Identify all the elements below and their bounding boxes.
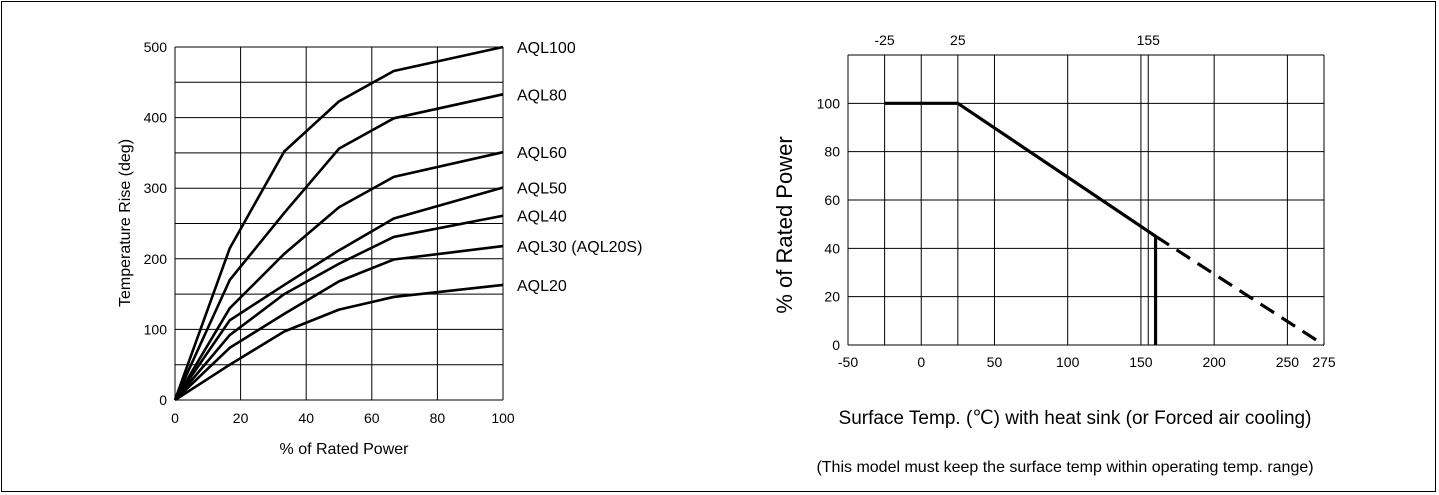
right-x-tick-label: -50 bbox=[838, 354, 858, 370]
right-x-tick-label: 150 bbox=[1129, 354, 1153, 370]
right-x-tick-label: 100 bbox=[1056, 354, 1080, 370]
left-x-tick-label: 40 bbox=[298, 410, 314, 426]
left-y-axis-label: Temperature Rise (deg) bbox=[117, 139, 134, 307]
left-series-label: AQL60 bbox=[517, 145, 567, 162]
left-series-label: AQL20 bbox=[517, 278, 567, 295]
left-series-line bbox=[174, 283, 504, 402]
left-series-line bbox=[173, 186, 504, 401]
left-x-tick-label: 0 bbox=[171, 410, 179, 426]
left-y-tick-label: 300 bbox=[144, 180, 168, 196]
left-series-line bbox=[174, 214, 504, 401]
right-y-tick-label: 80 bbox=[824, 144, 840, 160]
left-tick-labels: 0 100 200 300 400 500 0 20 40 60 80 100 bbox=[144, 39, 515, 426]
left-series-group bbox=[173, 45, 504, 402]
right-x-tick-label: 0 bbox=[917, 354, 925, 370]
right-derating-line bbox=[884, 101, 1157, 238]
right-chart-note: (This model must keep the surface temp w… bbox=[816, 459, 1313, 476]
left-series-line bbox=[173, 150, 504, 401]
right-x-tick-label: 250 bbox=[1276, 354, 1300, 370]
right-top-tick-label: -25 bbox=[874, 32, 894, 48]
right-top-tick-label: 155 bbox=[1137, 32, 1161, 48]
left-series-line bbox=[173, 45, 504, 401]
left-x-tick-label: 60 bbox=[364, 410, 380, 426]
right-grid bbox=[847, 54, 1325, 346]
right-x-axis-label: Surface Temp. (℃) with heat sink (or For… bbox=[839, 408, 1312, 429]
left-series-label: AQL30 (AQL20S) bbox=[517, 239, 642, 256]
left-series-label: AQL100 bbox=[517, 40, 576, 57]
right-top-tick-label: 25 bbox=[950, 32, 966, 48]
left-y-tick-label: 200 bbox=[144, 251, 168, 267]
right-derating-dashed-line bbox=[1154, 234, 1325, 347]
left-x-tick-label: 100 bbox=[491, 410, 515, 426]
left-y-tick-label: 500 bbox=[144, 39, 168, 55]
right-series-group bbox=[884, 101, 1325, 347]
left-series-line bbox=[173, 93, 504, 401]
left-x-tick-label: 20 bbox=[233, 410, 249, 426]
left-x-tick-label: 80 bbox=[430, 410, 446, 426]
left-y-tick-label: 0 bbox=[159, 392, 167, 408]
left-series-label: AQL40 bbox=[517, 209, 567, 226]
right-y-tick-label: 60 bbox=[824, 192, 840, 208]
left-y-tick-label: 100 bbox=[144, 321, 168, 337]
right-x-tick-label: 275 bbox=[1312, 354, 1336, 370]
left-grid bbox=[174, 46, 504, 401]
left-series-line bbox=[174, 244, 504, 401]
right-y-tick-label: 100 bbox=[817, 95, 841, 111]
left-y-tick-label: 400 bbox=[144, 110, 168, 126]
right-y-tick-label: 40 bbox=[824, 240, 840, 256]
left-series-label: AQL80 bbox=[517, 87, 567, 104]
right-y-tick-label: 0 bbox=[832, 337, 840, 353]
right-x-tick-label: 50 bbox=[987, 354, 1003, 370]
left-series-label: AQL50 bbox=[517, 180, 567, 197]
left-x-axis-label: % of Rated Power bbox=[280, 441, 410, 458]
right-y-axis-label: % of Rated Power bbox=[772, 136, 797, 313]
left-series-labels: AQL100 AQL80 AQL60 AQL50 AQL40 AQL30 (AQL20S)… bbox=[517, 40, 642, 295]
right-y-tick-label: 20 bbox=[824, 289, 840, 305]
right-x-tick-label: 200 bbox=[1202, 354, 1226, 370]
